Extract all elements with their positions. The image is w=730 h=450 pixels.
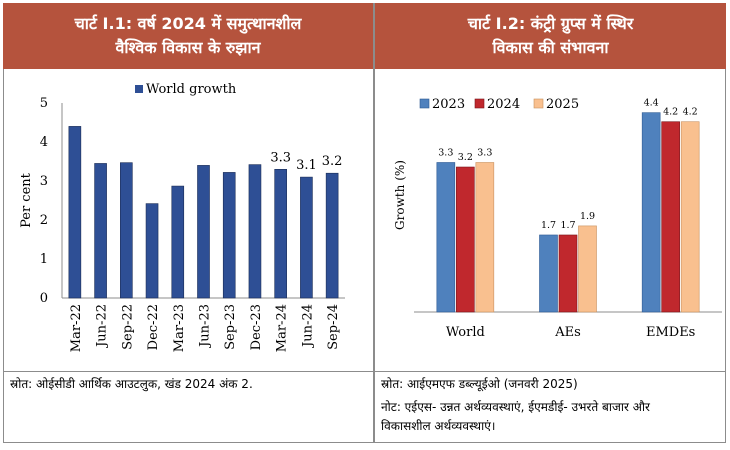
right-title-line1: चार्ट I.2: कंट्री ग्रुप्स में स्थिर — [467, 14, 634, 33]
bar-2025-world — [475, 162, 495, 313]
data-label: 3.1 — [296, 158, 317, 173]
bar-2024-aes — [558, 234, 578, 313]
x-tick-label: Jun-23 — [198, 304, 213, 349]
bar-world-growth — [94, 163, 107, 299]
left-source: स्रोत: ओईसीडी आर्थिक आउटलुक, खंड 2024 अं… — [10, 377, 253, 391]
x-tick-label: Jun-22 — [95, 304, 110, 349]
legend-label-2024: 2024 — [487, 97, 520, 112]
data-label: 3.2 — [458, 152, 473, 163]
bar-2023-emdes — [641, 112, 661, 313]
legend-label-2023: 2023 — [432, 97, 465, 112]
right-source: स्रोत: आईएमएफ डब्ल्यूईओ (जनवरी 2025) — [381, 377, 578, 391]
legend-swatch-2023 — [419, 98, 430, 109]
right-title-line2: विकास की संभावना — [492, 38, 609, 57]
legend-swatch-world-growth — [135, 85, 143, 93]
data-label: 1.9 — [580, 211, 595, 222]
x-tick-label: Sep-23 — [223, 304, 238, 350]
data-label: 3.2 — [322, 154, 343, 169]
bar-world-growth — [325, 172, 339, 299]
panel-divider — [373, 3, 375, 443]
data-label: 4.2 — [663, 107, 678, 118]
x-tick-label: EMDEs — [646, 325, 695, 340]
legend-label-2025: 2025 — [546, 97, 579, 112]
data-label: 3.3 — [438, 147, 453, 158]
y-tick-label: 4 — [40, 135, 48, 150]
y-tick-label: 5 — [40, 96, 48, 111]
bar-2023-world — [436, 162, 456, 313]
left-chart-svg: 0 1 2 3 4 5 Per cent Mar-22 Jun-22 Sep-22 Dec-22 Ma… — [19, 82, 345, 352]
y-tick-label: 0 — [40, 291, 48, 306]
right-chart-title: चार्ट I.2: कंट्री ग्रुप्स में स्थिर विका… — [375, 3, 726, 69]
bar-world-growth — [197, 165, 210, 299]
bar-2024-world — [456, 166, 475, 313]
x-tick-label: Dec-22 — [146, 304, 161, 350]
bar-world-growth — [222, 172, 236, 299]
x-tick-label: Dec-23 — [249, 304, 264, 350]
footer-divider — [3, 371, 726, 372]
data-label: 3.3 — [270, 150, 291, 165]
x-tick-label: AEs — [554, 325, 581, 340]
bar-2025-emdes — [680, 121, 700, 313]
x-tick-label: Sep-22 — [120, 304, 135, 350]
data-label: 1.7 — [560, 220, 575, 231]
left-title-line1: चार्ट I.1: वर्ष 2024 में समुत्थानशील — [74, 14, 302, 33]
x-tick-label: Sep-24 — [326, 304, 341, 350]
x-tick-label: Jun-24 — [300, 304, 315, 349]
bar-world-growth — [171, 185, 185, 299]
y-axis-label: Growth (%) — [393, 160, 407, 230]
y-tick-label: 3 — [40, 174, 48, 189]
y-tick-label: 1 — [40, 252, 48, 267]
right-note-line1: नोट: एईएस- उन्नत अर्थव्यवस्थाएं, ईएमडीई-… — [381, 400, 650, 414]
x-tick-label: World — [446, 325, 485, 340]
data-label: 1.7 — [541, 220, 556, 231]
bar-2024-emdes — [661, 121, 680, 313]
legend-label-world-growth: World growth — [146, 82, 237, 97]
data-label: 4.4 — [644, 98, 659, 109]
bar-world-growth — [145, 203, 159, 299]
bar-world-growth — [68, 126, 82, 299]
x-tick-label: Mar-22 — [69, 304, 84, 352]
y-axis-label: Per cent — [19, 172, 34, 228]
bar-world-growth — [274, 169, 287, 299]
x-tick-label: Mar-24 — [275, 304, 290, 352]
legend-swatch-2025 — [533, 98, 544, 109]
bar-2025-aes — [578, 225, 597, 313]
right-chart-svg: Growth (%) 3.3 3.2 3.3 World 1.7 1.7 1.9 AEs 4.4 4… — [393, 97, 722, 340]
right-note-line2: विकासशील अर्थव्यवस्थाएं। — [381, 419, 496, 433]
y-tick-label: 2 — [40, 213, 48, 228]
legend-swatch-2024 — [474, 98, 485, 109]
left-chart-title: चार्ट I.1: वर्ष 2024 में समुत्थानशील वैश… — [3, 3, 373, 69]
x-tick-label: Mar-23 — [172, 304, 187, 352]
left-chart: 0 1 2 3 4 5 Per cent Mar-22 Jun-22 Sep-22 Dec-22 Ma… — [4, 70, 373, 371]
bar-world-growth — [300, 176, 313, 299]
right-chart: Growth (%) 3.3 3.2 3.3 World 1.7 1.7 1.9 AEs 4.4 4… — [376, 70, 726, 371]
bar-world-growth — [120, 162, 133, 299]
data-label: 4.2 — [683, 107, 698, 118]
left-title-line2: वैश्विक विकास के रुझान — [115, 38, 261, 57]
data-label: 3.3 — [477, 147, 492, 158]
bar-2023-aes — [539, 234, 558, 313]
bar-world-growth — [248, 164, 262, 299]
